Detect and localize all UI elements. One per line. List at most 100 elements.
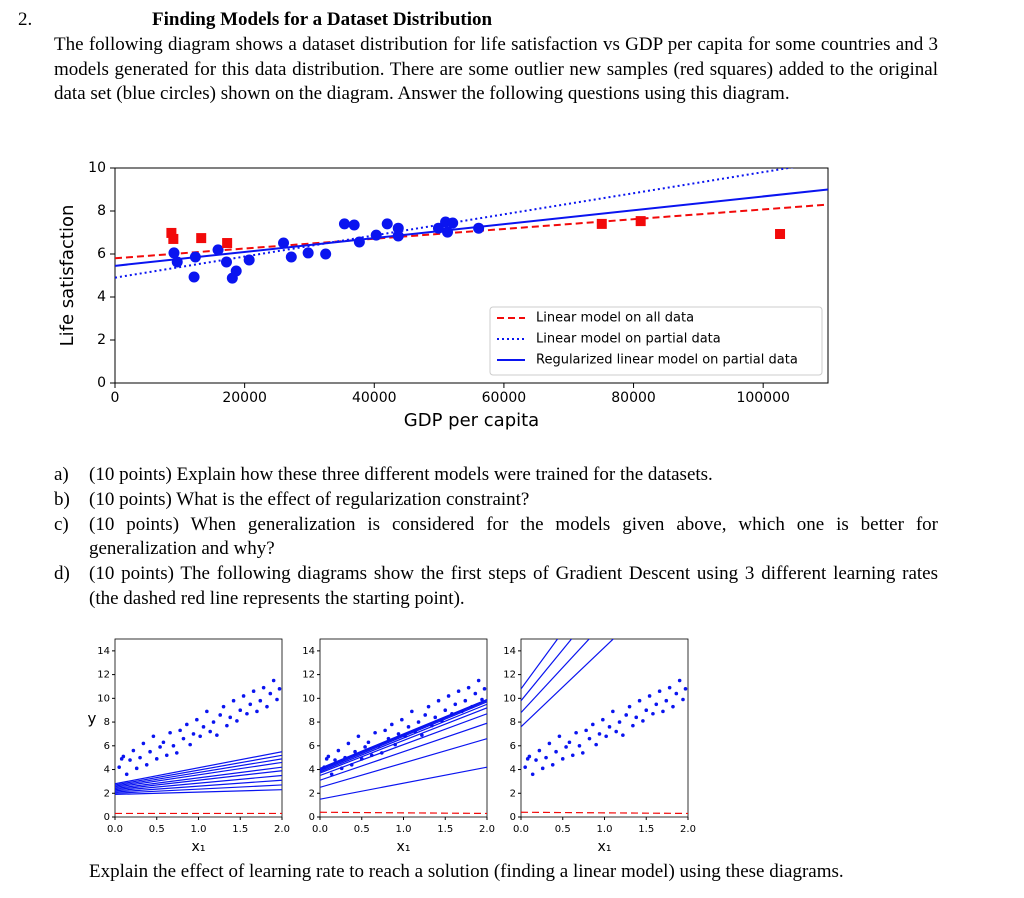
data-point [228, 715, 233, 720]
data-point [544, 755, 548, 760]
data-point [637, 698, 642, 703]
data-point [664, 698, 669, 703]
data-point [370, 229, 382, 241]
data-point [410, 709, 414, 714]
data-point [131, 748, 136, 753]
data-point [473, 691, 478, 696]
question-label: b) [54, 488, 70, 510]
x-tick-label: 1.0 [191, 824, 207, 835]
data-point [383, 728, 387, 733]
data-point [346, 741, 351, 746]
data-point [302, 247, 314, 259]
data-point [258, 698, 263, 703]
x-axis-label: GDP per capita [404, 410, 539, 431]
data-point [349, 762, 354, 767]
y-tick-label: 14 [302, 646, 315, 657]
data-point [661, 709, 665, 714]
data-point [683, 687, 688, 691]
y-tick-label: 8 [309, 717, 315, 728]
data-point [547, 741, 552, 746]
data-point [185, 722, 189, 727]
data-point [278, 237, 290, 249]
data-point [470, 704, 474, 709]
data-point [400, 717, 404, 722]
question-label: d) [54, 563, 70, 585]
data-point [584, 728, 588, 733]
data-point [191, 732, 196, 736]
y-tick-label: 8 [97, 203, 106, 219]
y-tick-label: 0 [309, 812, 315, 823]
data-point [379, 751, 384, 755]
data-point [324, 757, 329, 761]
data-point [627, 704, 632, 709]
data-point [225, 723, 229, 728]
data-point [271, 678, 276, 683]
data-point [624, 713, 629, 717]
gd-step-line [320, 722, 487, 781]
data-point [220, 256, 232, 268]
data-point [450, 711, 454, 716]
model-line [115, 188, 828, 267]
data-point [442, 226, 454, 238]
data-point [117, 765, 121, 769]
outlier-point [775, 229, 786, 240]
model-line [115, 168, 795, 279]
data-point [601, 717, 605, 722]
data-point [406, 725, 411, 729]
gd-step-line [115, 766, 282, 790]
data-point [348, 219, 360, 231]
question-text: (10 points) What is the effect of regula… [89, 488, 530, 510]
outlier-point [168, 233, 179, 244]
data-point [604, 734, 608, 739]
gd-step-line [320, 738, 487, 788]
x-tick-label: 100000 [736, 390, 789, 406]
x-tick-label: 1.5 [437, 824, 453, 835]
data-point [591, 722, 595, 727]
data-point [161, 740, 166, 745]
data-point [476, 678, 481, 683]
data-point [473, 222, 485, 234]
data-point [392, 230, 404, 242]
data-point [654, 702, 659, 707]
y-tick-label: 10 [88, 160, 106, 176]
data-point [550, 762, 555, 767]
outlier-point [196, 233, 207, 244]
gd-step-line [320, 703, 487, 773]
data-point [396, 732, 401, 736]
data-point [423, 713, 428, 717]
data-point [523, 765, 527, 769]
y-tick-label: 12 [503, 670, 516, 681]
data-point [611, 709, 615, 714]
data-point [681, 697, 685, 702]
y-tick-label: 8 [104, 717, 110, 728]
question-label: c) [54, 513, 69, 535]
data-point [138, 755, 142, 760]
y-tick-label: 2 [97, 332, 106, 348]
data-point [195, 717, 199, 722]
data-point [208, 729, 212, 734]
legend-label: Linear model on all data [536, 311, 694, 326]
question-text: (10 points) Explain how these three diff… [89, 464, 713, 485]
data-point [453, 702, 458, 707]
data-point [667, 685, 672, 690]
data-point [366, 740, 371, 745]
data-point [570, 753, 575, 758]
data-point [171, 256, 183, 268]
data-point [343, 755, 347, 760]
y-tick-label: 4 [104, 765, 110, 776]
y-axis-label: Life satisfaction [57, 205, 78, 347]
gd-step-line [115, 779, 282, 793]
y-tick-label: 4 [97, 289, 106, 305]
data-point [617, 720, 622, 724]
data-point [671, 704, 675, 709]
question: b) (10 points) What is the effect of regu… [54, 488, 938, 513]
gd-step-line [115, 789, 282, 796]
x-tick-label: 1.0 [396, 824, 412, 835]
data-point [390, 722, 394, 727]
data-point [416, 720, 421, 724]
data-point [275, 697, 279, 702]
x-axis-label: x₁ [192, 839, 206, 855]
gd-step-line [320, 700, 487, 771]
data-point [420, 733, 424, 737]
data-point [621, 733, 625, 737]
